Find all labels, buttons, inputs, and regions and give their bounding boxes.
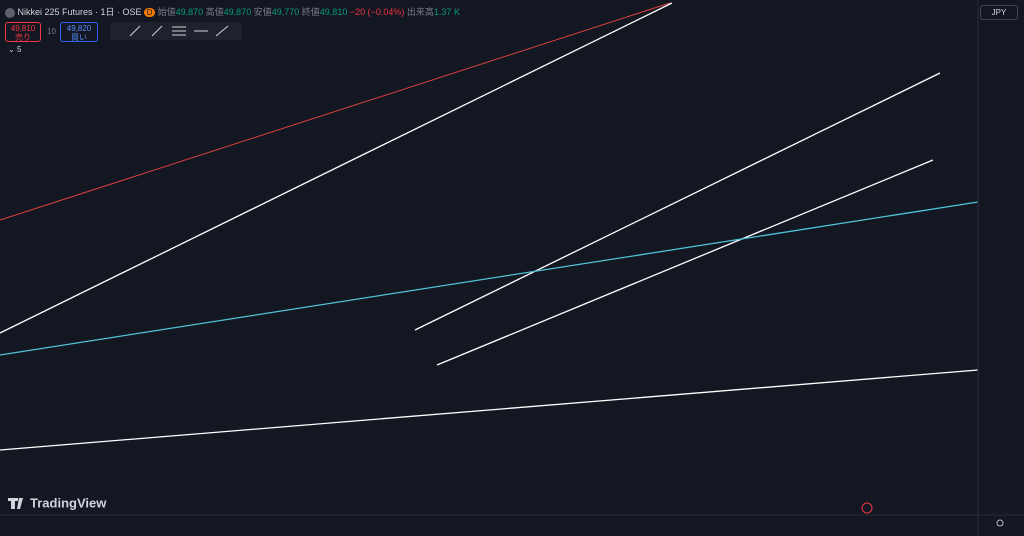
sell-button[interactable]: 49,810 売り xyxy=(5,22,41,42)
trend-line[interactable] xyxy=(436,159,934,366)
ohlc-value: 49,770 xyxy=(271,7,300,17)
alert-icon[interactable] xyxy=(861,502,873,514)
header-bar: Nikkei 225 Futures · 1日 · OSE D 始値49,870… xyxy=(5,5,460,18)
trend-line[interactable] xyxy=(0,2,673,334)
toolbar-icons xyxy=(129,25,229,37)
change: −20 (−0.04%) xyxy=(349,7,405,17)
trend-line[interactable] xyxy=(0,2,671,221)
tool-icon[interactable] xyxy=(172,26,186,36)
volume-label: 出来高 xyxy=(406,7,434,17)
ohlc-value: 49,870 xyxy=(223,7,252,17)
tool-icon[interactable] xyxy=(129,25,141,37)
buy-price: 49,820 xyxy=(66,24,92,33)
ohlc-label: 安値 xyxy=(253,7,272,17)
drawing-toolbar xyxy=(110,22,242,40)
ohlc-label: 高値 xyxy=(205,7,224,17)
ohlc-value: 49,870 xyxy=(175,7,204,17)
symbol-icon xyxy=(5,7,15,18)
symbol[interactable]: Nikkei 225 Futures · 1日 · OSE xyxy=(17,7,142,17)
ohlc-label: 終値 xyxy=(301,7,320,17)
quantity[interactable]: 10 xyxy=(47,27,56,36)
currency[interactable]: JPY xyxy=(980,5,1018,20)
trend-line[interactable] xyxy=(0,369,979,451)
indicator-toggle[interactable]: ⌄ 5 xyxy=(8,45,22,54)
sell-price: 49,810 xyxy=(10,24,36,33)
brand-logo xyxy=(8,498,23,509)
tool-icon[interactable] xyxy=(151,25,163,37)
ohlc-label: 始値 xyxy=(157,7,176,17)
badge: D xyxy=(144,8,156,17)
trend-line[interactable] xyxy=(0,201,979,356)
volume: 1.37 K xyxy=(433,7,460,17)
tool-icon[interactable] xyxy=(215,25,229,37)
buy-button[interactable]: 49,820 買い xyxy=(60,22,98,42)
ohlc-value: 49,810 xyxy=(319,7,348,17)
sell-label: 売り xyxy=(15,33,31,42)
trend-line[interactable] xyxy=(414,72,941,331)
trend-lines xyxy=(0,2,979,451)
settings-icon[interactable] xyxy=(996,519,1004,527)
buy-label: 買い xyxy=(71,33,87,42)
brand: TradingView xyxy=(30,495,107,510)
indicator-count: 5 xyxy=(16,45,22,54)
